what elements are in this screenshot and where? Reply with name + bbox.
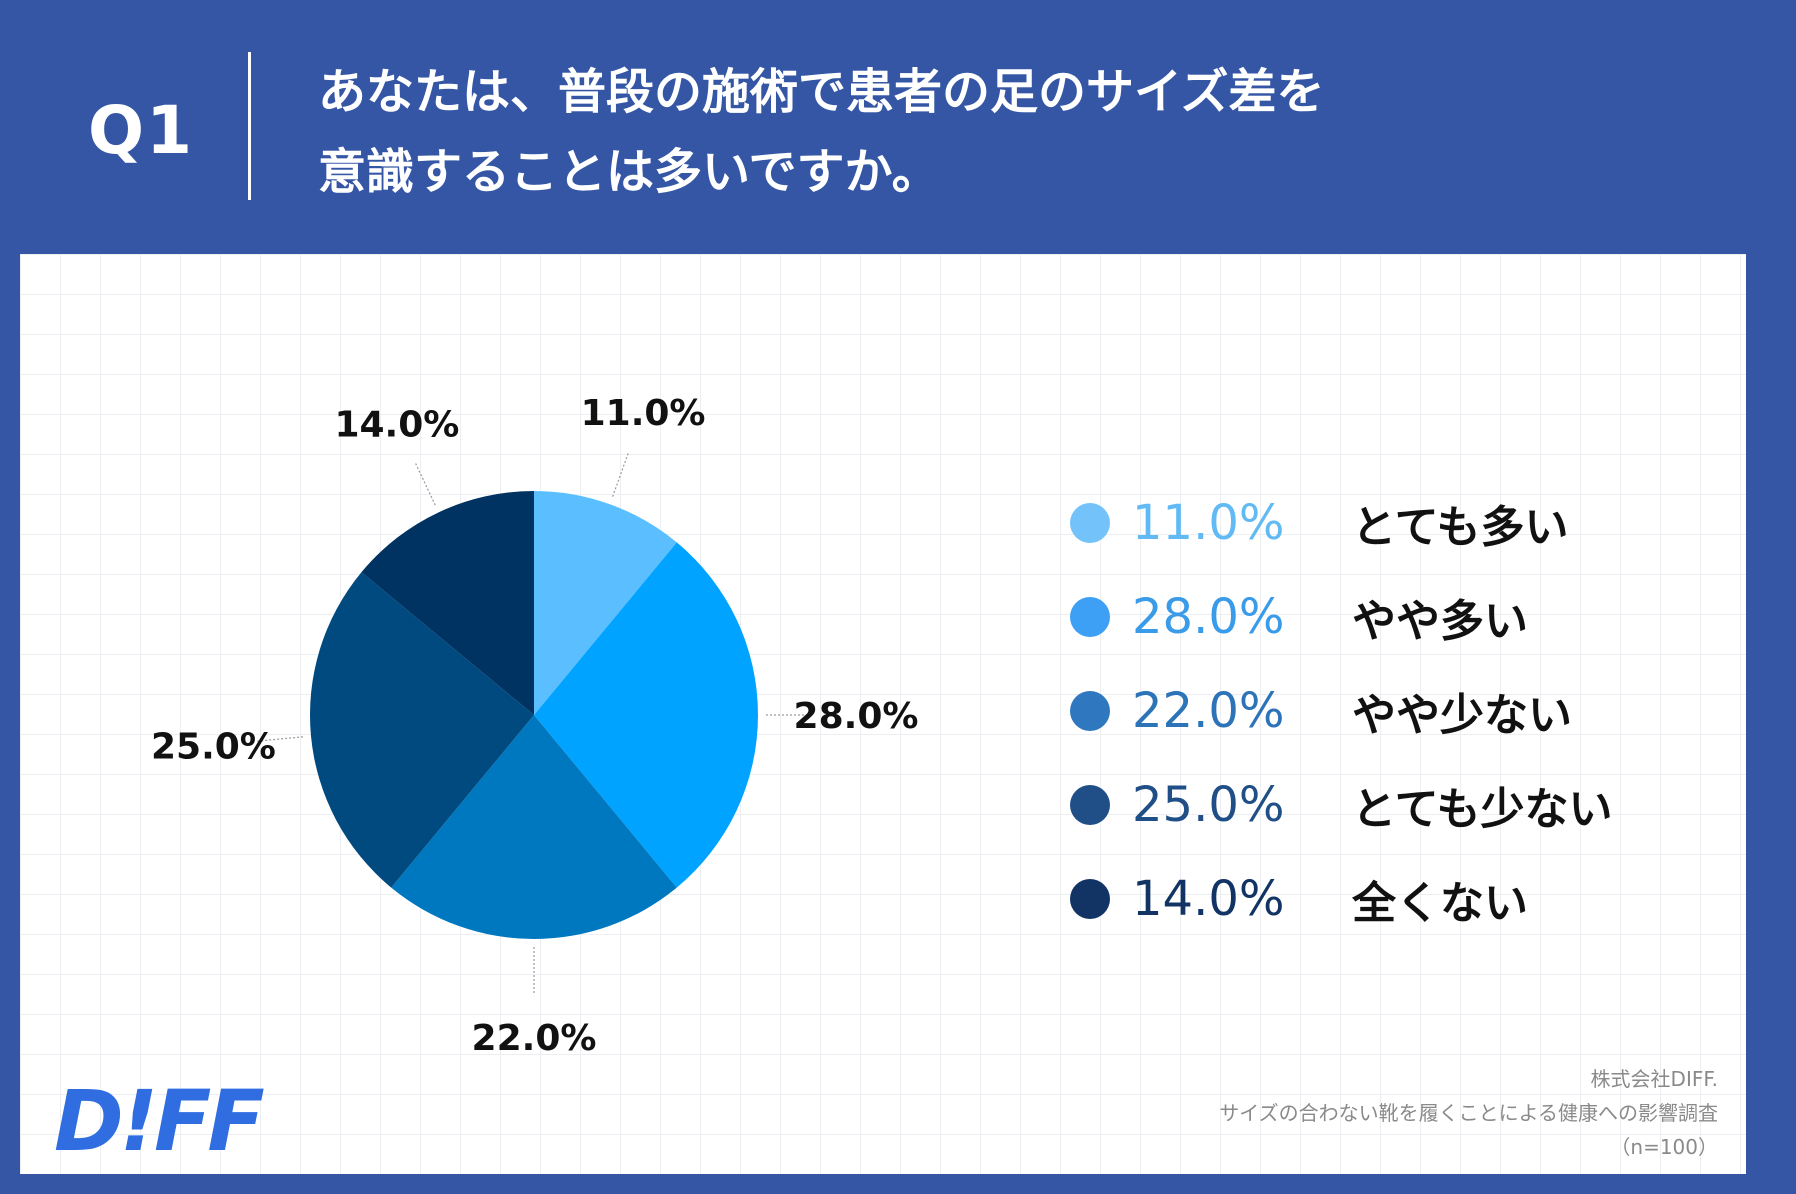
pie-slice [310, 572, 534, 888]
legend-label: とても少ない [1352, 784, 1613, 835]
legend-item: 25.0% とても少ない [1070, 758, 1690, 852]
source-note: 株式会社DIFF. サイズの合わない靴を履くことによる健康への影響調査 （n=1… [1219, 1062, 1718, 1164]
slice-value-label: 14.0% [334, 405, 459, 446]
leader-line [414, 461, 436, 506]
legend-percent: 14.0% [1132, 871, 1285, 927]
question-line-1: あなたは、普段の施術で患者の足のサイズ差を [318, 64, 1325, 120]
legend-item: 28.0% やや多い [1070, 570, 1690, 664]
legend-percent: 25.0% [1132, 777, 1285, 833]
legend-dot [1070, 785, 1110, 825]
pie-slice [391, 715, 677, 939]
pie-chart: 11.0% 28.0% 22.0% 25.0% 14.0% [151, 393, 919, 1059]
source-survey-title: サイズの合わない靴を履くことによる健康への影響調査 [1219, 1101, 1718, 1125]
slice-value-label: 11.0% [581, 393, 706, 434]
legend-dot [1070, 503, 1110, 543]
legend-item: 14.0% 全くない [1070, 852, 1690, 946]
pie-slice [534, 542, 758, 888]
legend-item: 11.0% とても多い [1070, 476, 1690, 570]
legend-label: やや多い [1352, 596, 1528, 647]
legend-item: 22.0% やや少ない [1070, 664, 1690, 758]
question-line-2: 意識することは多いですか。 [318, 144, 940, 200]
slice-value-label: 22.0% [472, 1018, 597, 1059]
legend-label: とても多い [1352, 502, 1569, 553]
leader-line [255, 736, 304, 742]
chart-panel: 11.0% 28.0% 22.0% 25.0% 14.0% 11.0% とても多い 28… [20, 254, 1746, 1174]
legend-percent: 28.0% [1132, 589, 1285, 645]
legend-label: やや少ない [1352, 690, 1572, 741]
leader-line [612, 451, 630, 497]
question-number: Q1 [88, 92, 195, 169]
header-divider [248, 52, 251, 200]
source-company: 株式会社DIFF. [1590, 1067, 1718, 1091]
legend-percent: 11.0% [1132, 495, 1285, 551]
legend-dot [1070, 691, 1110, 731]
slice-value-label: 28.0% [794, 696, 919, 737]
legend: 11.0% とても多い 28.0% やや多い 22.0% やや少ない 25.0%… [1070, 476, 1690, 946]
pie-slice [361, 491, 534, 715]
legend-dot [1070, 879, 1110, 919]
question-text: あなたは、普段の施術で患者の足のサイズ差を 意識することは多いですか。 [318, 52, 1618, 212]
diff-logo: D!FF [54, 1072, 265, 1170]
slice-value-label: 25.0% [151, 726, 276, 767]
source-sample-size: （n=100） [1610, 1135, 1718, 1159]
legend-dot [1070, 597, 1110, 637]
legend-label: 全くない [1352, 878, 1528, 929]
pie-slice [534, 491, 677, 715]
header: Q1 あなたは、普段の施術で患者の足のサイズ差を 意識することは多いですか。 [0, 0, 1796, 252]
legend-percent: 22.0% [1132, 683, 1285, 739]
